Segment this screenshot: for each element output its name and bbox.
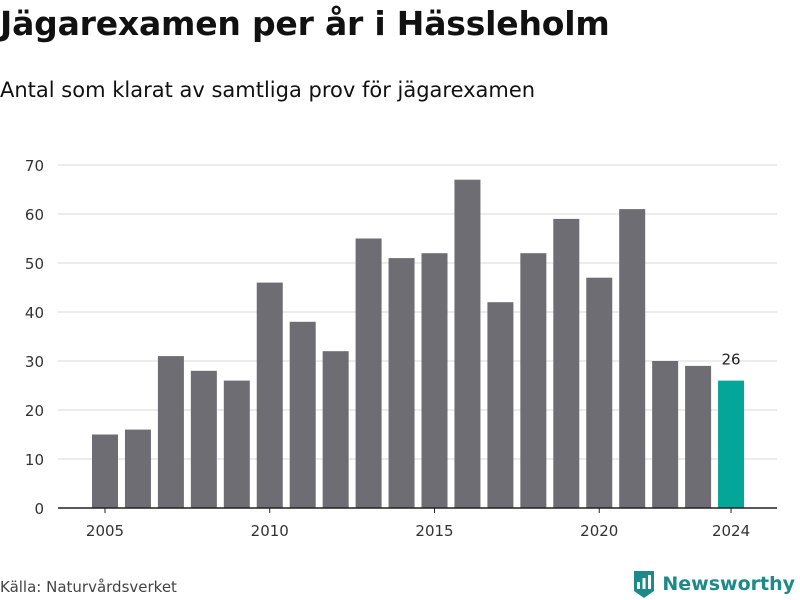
brand-logo[interactable]: Newsworthy (632, 569, 795, 599)
x-tick-label: 2010 (251, 522, 289, 540)
bar (520, 253, 547, 508)
data-label: 26 (722, 351, 741, 369)
chart-title: Jägarexamen per år i Hässleholm (0, 4, 610, 43)
bar (553, 218, 580, 508)
x-tick-label: 2024 (712, 522, 750, 540)
y-tick-label: 40 (25, 304, 44, 322)
y-tick-label: 70 (25, 157, 44, 175)
bar (157, 356, 184, 508)
bar (124, 429, 151, 508)
y-tick-label: 30 (25, 353, 44, 371)
bar (223, 380, 250, 508)
bar (289, 321, 316, 508)
bar (619, 209, 646, 508)
x-tick-label: 2015 (415, 522, 453, 540)
bar (718, 380, 745, 508)
bar (256, 282, 283, 508)
source-note: Källa: Naturvårdsverket (0, 578, 177, 596)
bar (685, 365, 712, 508)
bar (652, 361, 679, 508)
x-tick-label: 2020 (580, 522, 618, 540)
y-tick-label: 50 (25, 255, 44, 273)
bar (454, 179, 481, 508)
bar (322, 351, 349, 508)
brand-name: Newsworthy (662, 573, 795, 595)
newsworthy-logo-icon (634, 571, 655, 598)
y-tick-label: 20 (25, 402, 44, 420)
y-tick-label: 0 (34, 500, 44, 518)
bar-chart: 0 10 20 30 40 50 60 70 2005 2010 2015 2020 2024 26 (25, 157, 777, 540)
bar (190, 370, 217, 508)
bar (586, 277, 613, 508)
y-tick-label: 60 (25, 206, 44, 224)
bar (92, 434, 118, 508)
y-tick-label: 10 (25, 451, 44, 469)
x-tick-label: 2005 (86, 522, 124, 540)
bar (388, 258, 415, 508)
bar (487, 302, 514, 508)
bar (355, 238, 382, 508)
chart-subtitle: Antal som klarat av samtliga prov för jä… (0, 78, 536, 102)
bar (421, 253, 448, 508)
